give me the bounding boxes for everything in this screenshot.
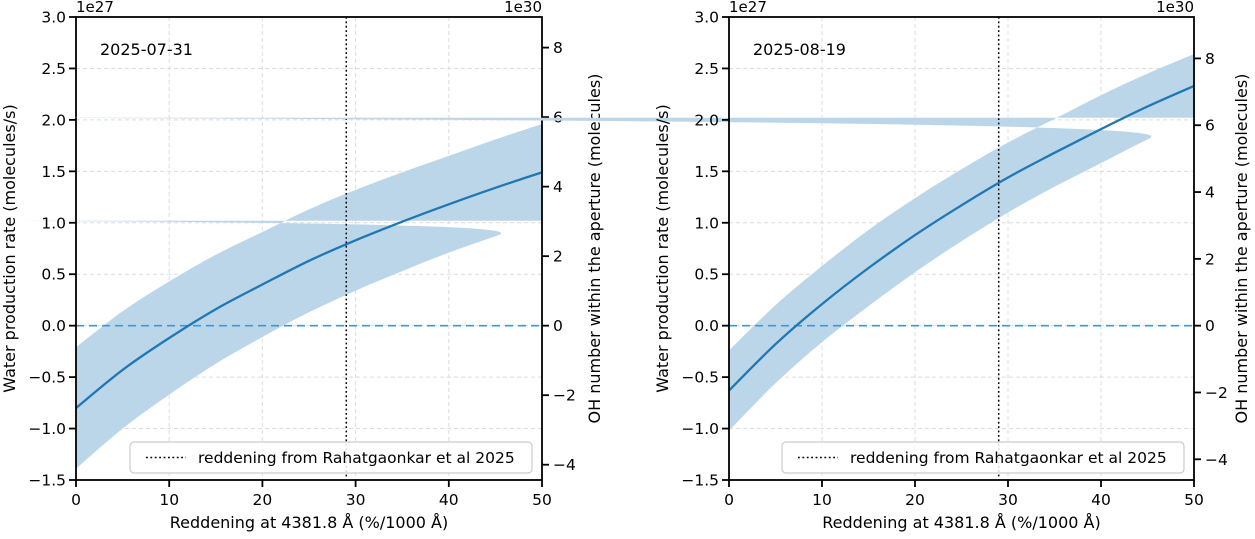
x-tick-label: 0 bbox=[71, 491, 81, 509]
offset-text-right: 1e30 bbox=[1156, 0, 1194, 16]
y-tick-label-right: 6 bbox=[1205, 117, 1215, 135]
x-tick-label: 40 bbox=[1091, 491, 1111, 509]
legend-label: reddening from Rahatgaonkar et al 2025 bbox=[198, 449, 515, 467]
y-tick-label-right: 4 bbox=[553, 178, 563, 196]
x-tick-label: 0 bbox=[724, 491, 734, 509]
legend-box bbox=[129, 441, 533, 474]
y-axis-label-left: Water production rate (molecules/s) bbox=[653, 104, 672, 392]
y-tick-label-left: 2.5 bbox=[694, 60, 719, 78]
y-tick-label-right: 2 bbox=[553, 248, 563, 266]
legend-label: reddening from Rahatgaonkar et al 2025 bbox=[850, 449, 1167, 467]
date-label: 2025-08-19 bbox=[753, 40, 846, 59]
y-axis-label-left: Water production rate (molecules/s) bbox=[0, 104, 19, 392]
water-production-curve bbox=[75, 171, 543, 409]
x-tick-label: 20 bbox=[253, 491, 273, 509]
y-tick-label-right: 8 bbox=[1205, 50, 1215, 68]
x-axis-label: Reddening at 4381.8 Å (%/1000 Å) bbox=[170, 513, 448, 532]
y-tick-label-right: 2 bbox=[1205, 250, 1215, 268]
y-tick-label-left: 0.0 bbox=[694, 317, 719, 335]
y-tick-label-right: 0 bbox=[553, 317, 563, 335]
y-tick-label-left: 3.0 bbox=[41, 9, 66, 27]
axes-spine bbox=[75, 16, 543, 481]
y-tick-label-left: 0.0 bbox=[41, 317, 66, 335]
y-tick-label-left: 1.0 bbox=[41, 214, 66, 232]
water-production-curve bbox=[728, 84, 1195, 392]
x-tick-label: 10 bbox=[159, 491, 179, 509]
y-tick-label-left: −0.5 bbox=[681, 369, 719, 387]
x-tick-label: 50 bbox=[1184, 491, 1204, 509]
y-tick-label-left: −1.5 bbox=[28, 472, 66, 490]
y-axis-label-right: OH number within the aperture (molecules… bbox=[1232, 74, 1251, 424]
y-tick-label-left: −1.0 bbox=[28, 420, 66, 438]
y-tick-label-right: −4 bbox=[1205, 451, 1228, 469]
y-tick-label-right: 6 bbox=[553, 109, 563, 127]
y-tick-label-left: −1.0 bbox=[681, 420, 719, 438]
y-tick-label-right: 8 bbox=[553, 39, 563, 57]
x-tick-label: 20 bbox=[905, 491, 925, 509]
y-tick-label-left: 2.5 bbox=[41, 60, 66, 78]
uncertainty-band bbox=[0, 124, 542, 469]
uncertainty-band bbox=[0, 54, 1194, 431]
x-tick-label: 40 bbox=[439, 491, 459, 509]
date-label: 2025-07-31 bbox=[100, 40, 193, 59]
x-tick-label: 30 bbox=[998, 491, 1018, 509]
y-tick-label-right: −2 bbox=[1205, 384, 1228, 402]
y-axis-label-right: OH number within the aperture (molecules… bbox=[585, 74, 604, 424]
y-tick-label-left: 1.5 bbox=[41, 163, 66, 181]
y-tick-label-left: 2.0 bbox=[41, 111, 66, 129]
offset-text-left: 1e27 bbox=[76, 0, 114, 16]
x-axis-label: Reddening at 4381.8 Å (%/1000 Å) bbox=[822, 513, 1100, 532]
y-tick-label-right: 4 bbox=[1205, 184, 1215, 202]
y-tick-label-left: 3.0 bbox=[694, 9, 719, 27]
x-tick-label: 30 bbox=[346, 491, 366, 509]
axes-spine bbox=[728, 16, 1195, 481]
y-tick-label-right: −2 bbox=[553, 387, 576, 405]
y-tick-label-left: −0.5 bbox=[28, 369, 66, 387]
y-tick-label-right: −4 bbox=[553, 456, 576, 474]
y-tick-label-left: 0.5 bbox=[694, 266, 719, 284]
x-tick-label: 10 bbox=[812, 491, 832, 509]
panel-2025-07-31: reddening from Rahatgaonkar et al 2025 0 1… bbox=[0, 0, 604, 532]
legend-box bbox=[781, 441, 1185, 474]
y-tick-label-left: 0.5 bbox=[41, 266, 66, 284]
offset-text-right: 1e30 bbox=[504, 0, 542, 16]
y-tick-label-left: −1.5 bbox=[681, 472, 719, 490]
y-tick-label-left: 1.0 bbox=[694, 214, 719, 232]
y-tick-label-left: 1.5 bbox=[694, 163, 719, 181]
offset-text-left: 1e27 bbox=[729, 0, 767, 16]
y-tick-label-right: 0 bbox=[1205, 317, 1215, 335]
y-tick-label-left: 2.0 bbox=[694, 111, 719, 129]
x-tick-label: 50 bbox=[532, 491, 552, 509]
